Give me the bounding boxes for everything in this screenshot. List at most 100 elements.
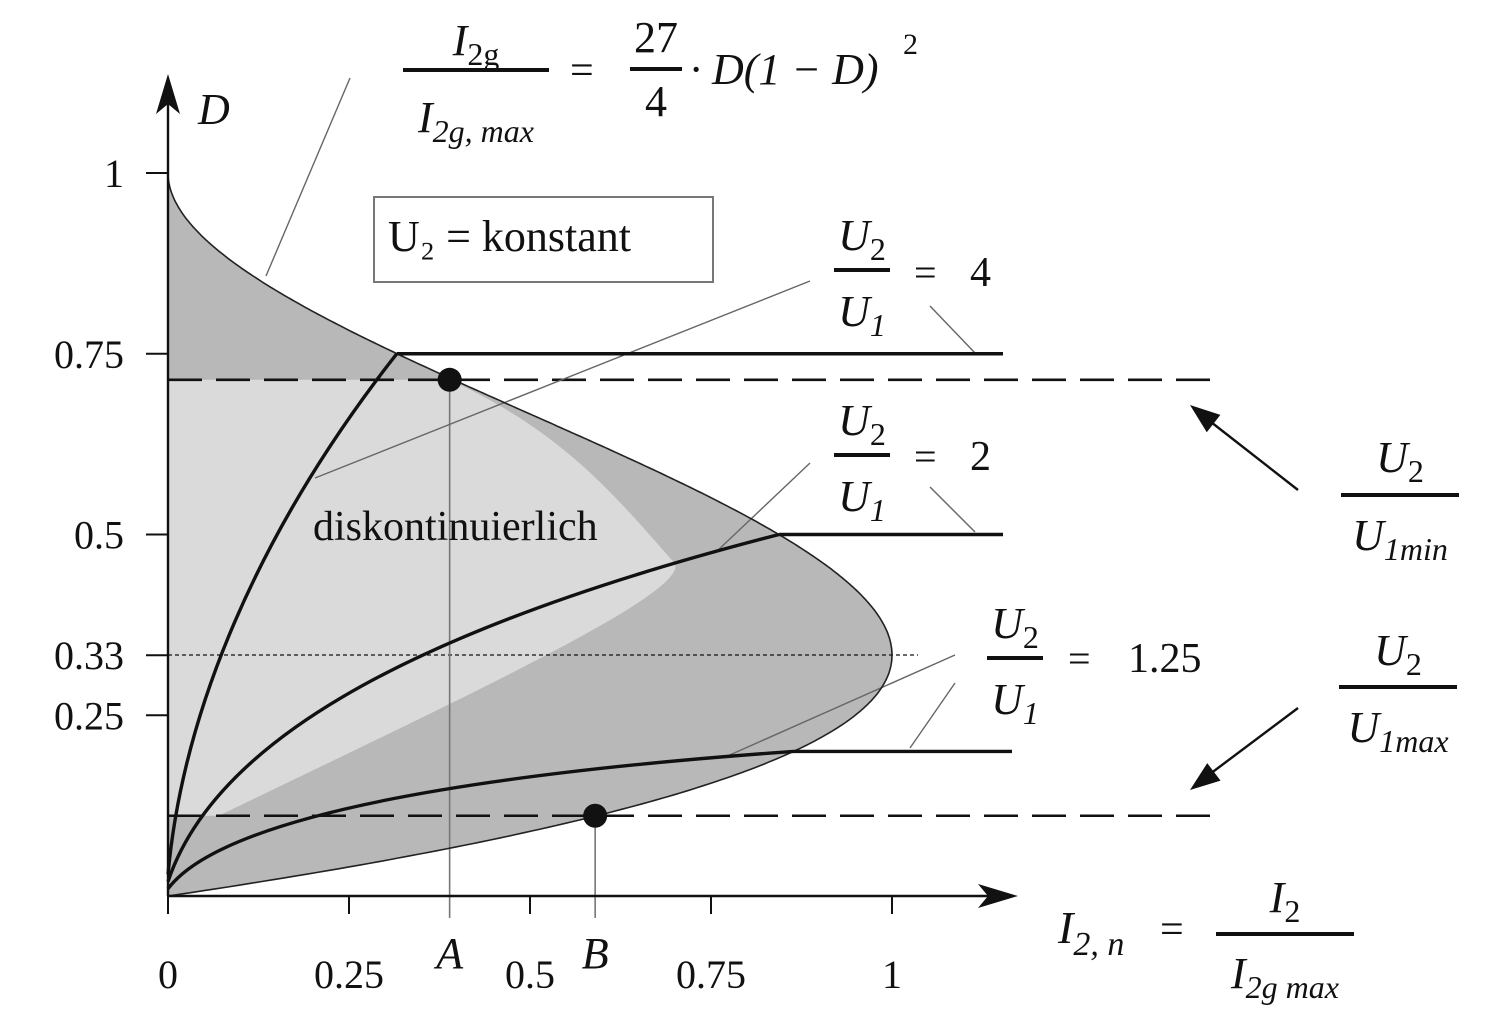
x-axis-symbol-sub: 2, n [1073,926,1124,963]
y-tick-label: 0.75 [54,332,124,377]
y-tick-label: 0.25 [54,693,124,738]
series-ratio-1-den-main: U [838,472,873,521]
formula-expr: · D(1 − D) [690,45,879,94]
fill-layer [168,173,892,896]
guide-layer [168,77,1215,918]
series-equals-0: = [914,250,937,295]
series-ratio-2-den-main: U [991,675,1026,724]
series-ratio-2-num-sub: 2 [1023,619,1039,655]
x-tick-label: 1 [882,952,902,997]
series-ratio-0-num: U2 [838,211,886,267]
formula-lhs-den: I2g, max [417,93,534,149]
series-ratio-1-num-sub: 2 [870,416,886,452]
x-axis-fraction-den-sub: 2g max [1246,969,1339,1005]
region-label: diskontinuierlich [313,504,598,550]
formula-lhs-den-main: I [417,93,435,142]
y-tick-label: 0.5 [74,513,124,558]
series-ratio-1-num: U2 [838,396,886,452]
series-ratio-0-num-main: U [838,211,873,260]
y-axis-arrow [156,74,180,114]
x-tick-label: 0.25 [314,952,384,997]
x-axis-arrow [978,884,1018,908]
limit-arrow-head-1 [1190,763,1221,790]
series-ratio-2-den: U1 [991,675,1039,731]
formula-lhs-num-main: I [452,16,470,65]
series-leader-b-2 [909,682,956,749]
series-ratio-2-num-main: U [991,599,1026,648]
x-axis-symbol: I2, n [1057,902,1124,963]
dcm-curve-1 [166,532,780,883]
text-layer: 0 0.25 0.5 0.75 1 1 0.75 0.5 0.33 0.25 D A Bdiskonti… [54,13,1459,1005]
series-ratio-2-num: U2 [991,599,1039,655]
formula-lhs-den-sub: 2g, max [433,113,534,149]
constant-label: U₂ = konstant [388,212,631,261]
series-leader-b-1 [929,486,976,533]
y-tick-label: 0.33 [54,633,124,678]
x-axis-fraction-num-main: I [1269,873,1287,922]
x-tick-label: 0.75 [676,952,746,997]
limit-ratio-0-den: U1min [1352,511,1448,567]
x-tick-label: 0 [158,952,178,997]
limit-ratio-0-num-sub: 2 [1408,453,1424,489]
limit-ratio-0-den-sub: 1min [1384,531,1448,567]
x-axis-symbol-main: I [1057,902,1076,953]
limit-ratio-0-num-main: U [1376,433,1411,482]
formula-exp: 2 [903,28,918,61]
formula-leader [265,77,351,277]
limit-ratio-1-num: U2 [1374,626,1422,682]
point-label-B: B [582,929,609,978]
point-label-A: A [433,929,464,978]
series-leader-2 [722,654,956,759]
x-axis-equals: = [1160,907,1184,953]
limit-arrow-line-0 [1201,414,1299,491]
x-axis-fraction-num-sub: 2 [1284,893,1300,929]
formula-coef-den: 4 [645,77,667,126]
series-leader-0 [314,280,811,479]
series-value-0: 4 [970,250,991,296]
limit-ratio-1-den-sub: 1max [1379,723,1448,759]
y-tick-label: 1 [104,151,124,196]
series-ratio-0-den-sub: 1 [870,307,886,343]
x-axis-fraction-den-main: I [1230,949,1248,998]
formula-lhs-num: I2g [452,16,500,72]
series-ratio-2-den-sub: 1 [1023,695,1039,731]
limit-arrow-head-0 [1190,405,1221,433]
series-ratio-0-num-sub: 2 [870,231,886,267]
series-ratio-1-den: U1 [838,472,886,528]
point-A [437,367,462,392]
curve-layer [166,173,1012,897]
dcm-curve-2 [166,749,794,890]
axes-layer [146,74,1299,914]
series-equals-2: = [1068,636,1091,681]
operating-region-light [168,379,676,816]
limit-ratio-1-num-main: U [1374,626,1409,675]
limit-ratio-1-den-main: U [1347,703,1382,752]
limit-ratio-0: U2 U1min [1341,433,1459,567]
formula-equals: = [570,48,594,94]
dcm-curve-0 [166,352,399,875]
limit-ratio-1-num-sub: 2 [1406,646,1422,682]
limit-arrow-line-1 [1201,707,1299,781]
formula-coef-num: 27 [634,13,678,62]
limit-ratio-1-den: U1max [1347,703,1448,759]
series-equals-1: = [914,434,937,479]
series-ratio-0-den-main: U [838,287,873,336]
series-ratio-1-den-sub: 1 [870,492,886,528]
series-ratio-1-num-main: U [838,396,873,445]
series-value-1: 2 [970,434,991,480]
series-leader-b-0 [929,305,976,354]
formula-lhs-num-sub: 2g [467,36,499,72]
x-tick-label: 0.5 [505,952,555,997]
constant-box [373,196,714,283]
series-value-2: 1.25 [1128,636,1202,682]
series-ratio-0-den: U1 [838,287,886,343]
series-leader-1 [714,462,811,554]
point-B [583,803,608,828]
y-axis-label: D [197,85,230,134]
